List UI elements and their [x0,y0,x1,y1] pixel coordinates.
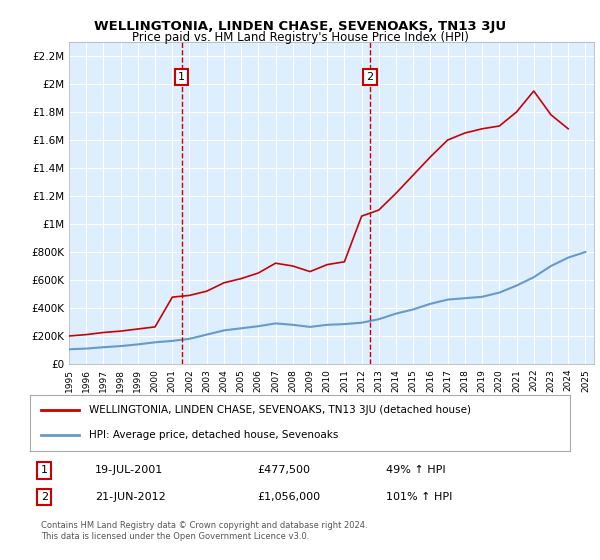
Text: HPI: Average price, detached house, Sevenoaks: HPI: Average price, detached house, Seve… [89,430,339,440]
Text: 49% ↑ HPI: 49% ↑ HPI [386,465,446,475]
Text: 19-JUL-2001: 19-JUL-2001 [95,465,163,475]
Text: Price paid vs. HM Land Registry's House Price Index (HPI): Price paid vs. HM Land Registry's House … [131,31,469,44]
Text: £477,500: £477,500 [257,465,310,475]
Text: 2: 2 [41,492,48,502]
Text: WELLINGTONIA, LINDEN CHASE, SEVENOAKS, TN13 3JU (detached house): WELLINGTONIA, LINDEN CHASE, SEVENOAKS, T… [89,405,472,416]
Text: WELLINGTONIA, LINDEN CHASE, SEVENOAKS, TN13 3JU: WELLINGTONIA, LINDEN CHASE, SEVENOAKS, T… [94,20,506,32]
Text: Contains HM Land Registry data © Crown copyright and database right 2024.
This d: Contains HM Land Registry data © Crown c… [41,521,367,541]
Text: £1,056,000: £1,056,000 [257,492,320,502]
Text: 21-JUN-2012: 21-JUN-2012 [95,492,166,502]
Text: 1: 1 [41,465,48,475]
Text: 1: 1 [178,72,185,82]
Text: 101% ↑ HPI: 101% ↑ HPI [386,492,453,502]
Text: 2: 2 [366,72,373,82]
